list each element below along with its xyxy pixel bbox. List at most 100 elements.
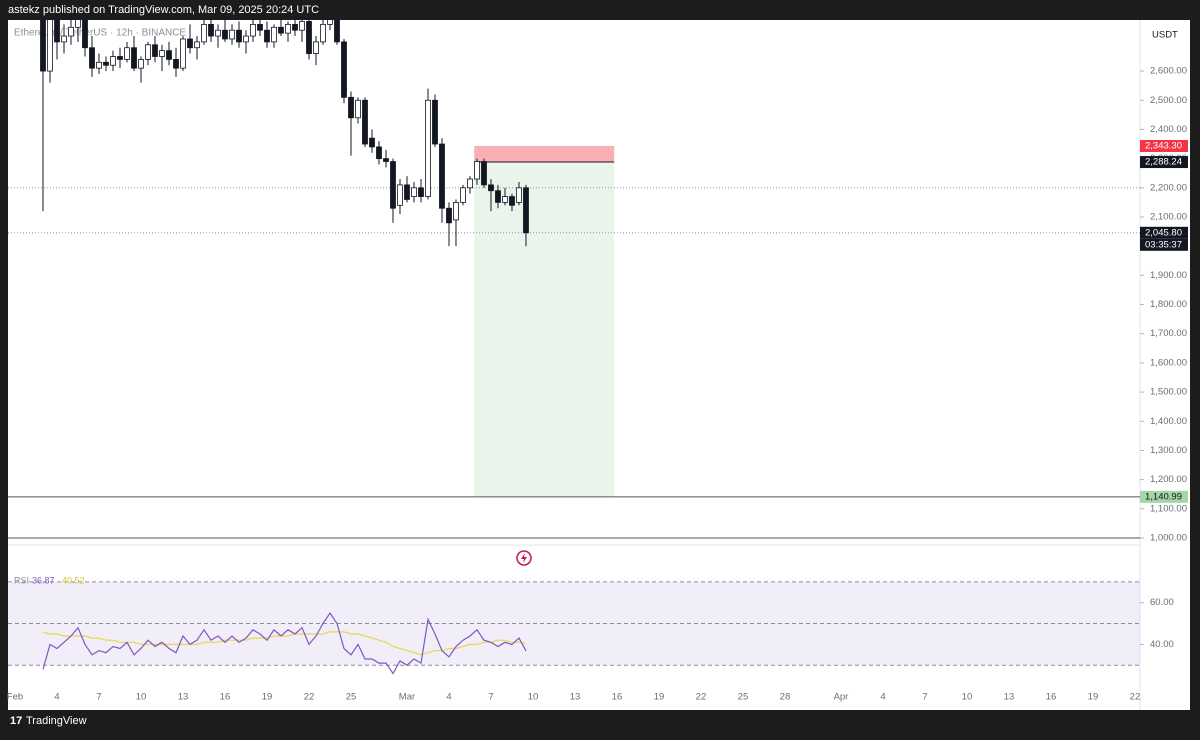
rsi-ma-value: 40.52 [62,575,85,585]
x-tick-label: Feb [7,692,23,703]
x-tick-label: 22 [1130,692,1141,703]
candle-body [110,56,116,66]
candle-body [40,20,46,72]
candle-body [166,50,172,60]
candle-body [271,26,277,43]
candle-body [488,184,494,192]
alert-icon [516,550,532,566]
y-tick-label: 1,500.00 [1150,387,1187,398]
candle-body [369,137,375,148]
candle-body [313,41,319,54]
axes: 1,000.00 1,100.00 1,200.00 1,300.00 1,400.00… [7,66,1188,703]
footer-text: TradingView [26,715,87,727]
candle-body [341,41,347,98]
candle-body [425,99,431,197]
y-tick-label: 2,100.00 [1150,212,1187,223]
candle-body [68,26,74,37]
x-tick-label: 25 [738,692,749,703]
candle-body [257,23,263,31]
candle-body [61,35,67,43]
candle-body [348,96,354,119]
candle-body [502,196,508,203]
countdown-box [1140,238,1188,251]
x-tick-label: 13 [1004,692,1015,703]
y-tick-label: 1,900.00 [1150,270,1187,281]
target-label-box [1140,490,1188,503]
candle-body [376,146,382,160]
candle-body [390,161,396,209]
x-tick-label: 13 [570,692,581,703]
candle-body [103,61,109,66]
y-tick-label: 2,400.00 [1150,124,1187,135]
candle-body [397,184,403,206]
x-tick-label: 16 [612,692,623,703]
candle-body [320,23,326,43]
x-tick-label: 13 [178,692,189,703]
x-tick-label: 19 [654,692,665,703]
x-tick-label: 19 [262,692,273,703]
x-tick-label: 7 [488,692,493,703]
y-tick-label: 1,700.00 [1150,328,1187,339]
x-tick-label: 4 [54,692,59,703]
x-tick-label: 4 [880,692,885,703]
x-tick-label: 19 [1088,692,1099,703]
x-tick-label: 16 [1046,692,1057,703]
candle-body [495,190,501,203]
rsi-pane [8,581,1140,675]
stop-label: 2,343.30 [1145,140,1182,151]
candle-body [243,35,249,43]
stop-label-box [1140,139,1188,152]
rsi-ma-line [42,631,527,656]
rsi-title: RSI [14,575,29,585]
candle-body [432,99,438,145]
last-price-label: 2,045.80 [1145,227,1182,238]
candle-body [124,47,130,60]
candle-body [215,29,221,37]
candle-body [467,178,473,189]
candle-body [299,21,305,31]
candle-body [89,47,95,69]
footer-bar [0,710,1200,735]
candle-body [306,21,312,54]
currency: USDT [1152,30,1178,41]
rsi-line [42,612,527,675]
price-pane [8,20,1140,539]
rsi-y-tick-label: 40.00 [1150,639,1174,650]
x-tick-label: 10 [528,692,539,703]
candle-body [222,29,228,40]
candle-body [75,20,81,28]
candle-body [264,29,270,43]
candle-body [418,187,424,197]
candle-body [327,20,333,25]
candle-body [194,41,200,49]
y-tick-label: 1,600.00 [1150,357,1187,368]
candle-body [152,44,158,57]
x-tick-label: Apr [834,692,849,703]
y-tick-label: 2,500.00 [1150,95,1187,106]
candle-body [173,58,179,69]
y-tick-label: 2,600.00 [1150,66,1187,77]
x-tick-label: 10 [136,692,147,703]
y-tick-label: 1,200.00 [1150,474,1187,485]
header-text: astekz published on TradingView.com, Mar… [8,4,319,16]
x-tick-label: 25 [346,692,357,703]
entry-label-box [1140,156,1188,169]
y-tick-label: 1,300.00 [1150,445,1187,456]
candle-body [411,187,417,197]
candle-body [355,99,361,119]
candle-body [236,29,242,43]
candle-body [404,184,410,200]
candle-body [201,23,207,43]
countdown: 03:35:37 [1145,239,1182,250]
x-tick-label: 28 [780,692,791,703]
candle-body [292,23,298,31]
x-tick-label: 16 [220,692,231,703]
y-tick-label: 1,100.00 [1150,503,1187,514]
candle-body [453,201,459,221]
x-tick-label: 7 [96,692,101,703]
x-tick-label: 22 [696,692,707,703]
candle-body [383,158,389,162]
y-tick-label: 1,400.00 [1150,416,1187,427]
